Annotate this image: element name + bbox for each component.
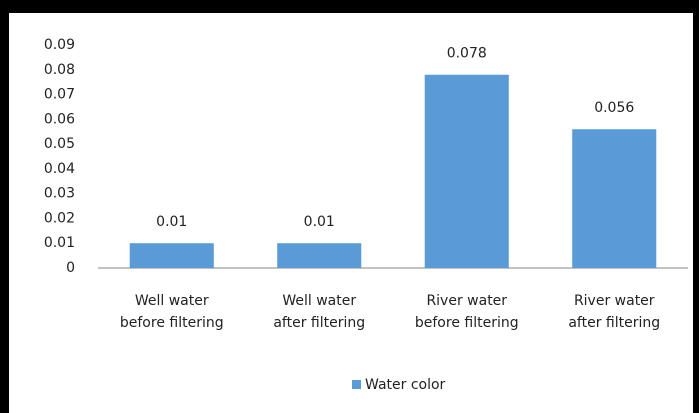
y-tick-label: 0.04 <box>44 161 75 177</box>
y-tick-label: 0.09 <box>44 37 75 53</box>
x-tick-label: River water before filtering <box>415 293 519 331</box>
x-tick-label: Well water after filtering <box>273 293 365 331</box>
legend-label: Water color <box>365 377 446 393</box>
y-tick-label: 0.07 <box>44 87 75 103</box>
legend-swatch <box>352 380 361 389</box>
data-label: 0.056 <box>594 100 634 116</box>
y-tick-label: 0.05 <box>44 136 75 152</box>
x-tick-label: Well water before filtering <box>120 293 224 331</box>
y-tick-label: 0.03 <box>44 186 75 202</box>
data-label: 0.01 <box>156 214 187 230</box>
bar <box>129 243 214 268</box>
bar <box>572 129 657 268</box>
data-label: 0.01 <box>304 214 335 230</box>
data-label: 0.078 <box>447 46 487 62</box>
y-tick-label: 0.06 <box>44 111 75 127</box>
y-tick-label: 0.01 <box>44 235 75 251</box>
bar <box>277 243 362 268</box>
x-tick-label: River water after filtering <box>568 293 660 331</box>
y-tick-label: 0.02 <box>44 210 75 226</box>
bar <box>424 74 509 268</box>
y-tick-label: 0 <box>66 260 75 276</box>
y-tick-label: 0.08 <box>44 62 75 78</box>
